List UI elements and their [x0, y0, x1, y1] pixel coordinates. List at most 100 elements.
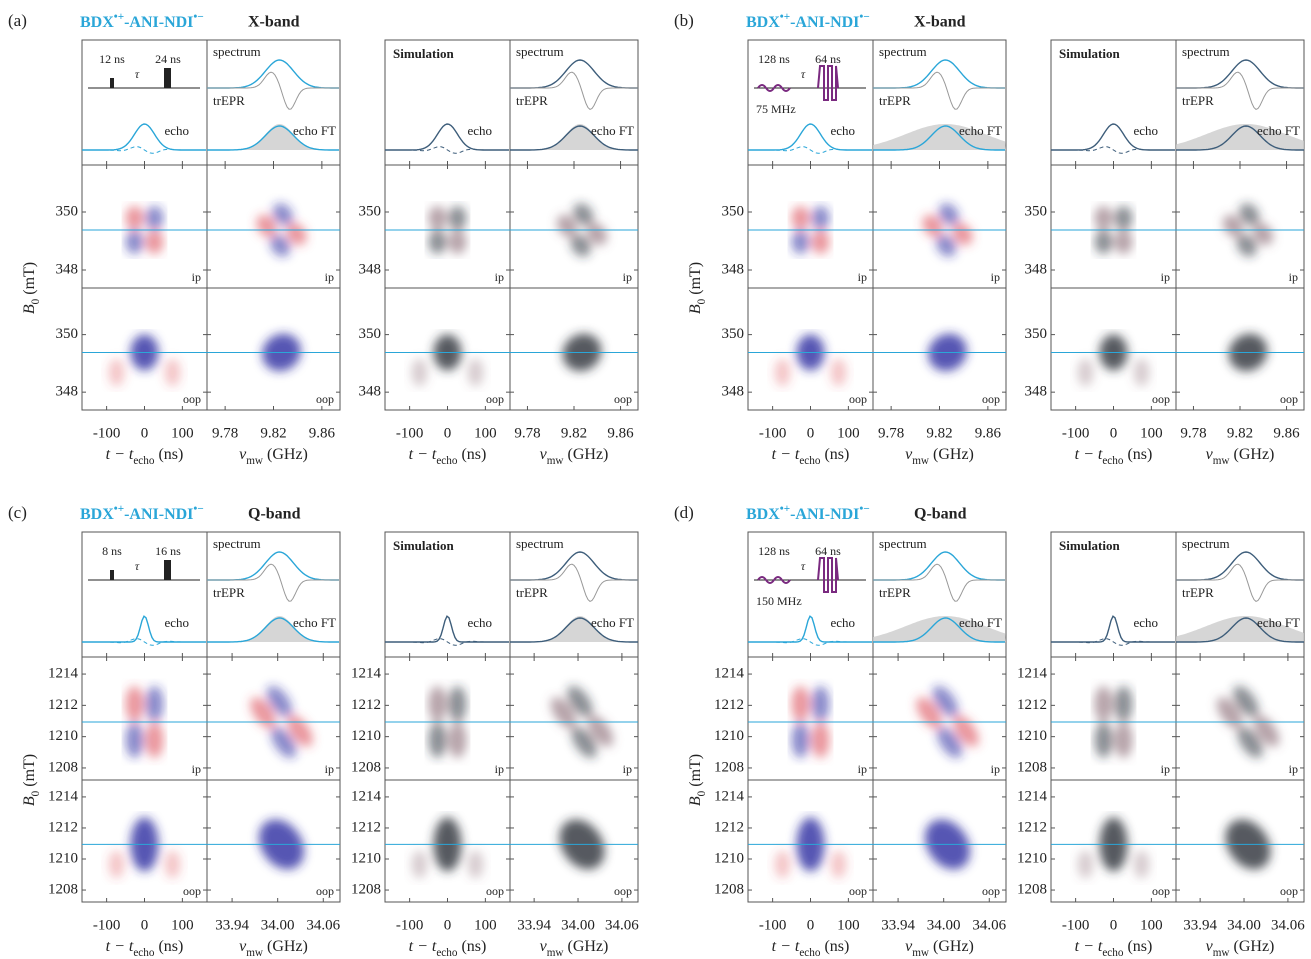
map-label: oop	[1152, 884, 1170, 898]
x-tick-label: 0	[141, 917, 149, 933]
field-axis-label: B0 (mT)	[21, 262, 42, 314]
trepr-trace	[1176, 71, 1304, 110]
y-tick-label: 1208	[351, 881, 381, 897]
trace-label: echo FT	[293, 615, 336, 630]
sample-name-part: •+	[114, 503, 124, 515]
y-tick-label: 350	[1025, 326, 1048, 342]
cell-frame	[384, 656, 511, 781]
freq-axis-label-part: (GHz)	[564, 446, 609, 463]
trace-label: trEPR	[1182, 93, 1214, 108]
y-tick-label: 350	[359, 326, 382, 342]
time-axis-label: t − techo (ns)	[106, 446, 184, 467]
sample-name-part: BDX	[80, 506, 114, 523]
map-lobe	[145, 229, 164, 254]
y-tick-label: 1210	[48, 850, 78, 866]
sample-name-part: -ANI-NDI	[124, 506, 193, 523]
x-tick-label: -100	[759, 917, 787, 933]
y-tick-label: 1212	[48, 819, 78, 835]
trace-label: trEPR	[516, 585, 548, 600]
pulse-label: 128 ns	[758, 52, 790, 66]
map-label: oop	[183, 392, 201, 406]
x-tick-label: 9.82	[1227, 425, 1253, 441]
map-lobe	[774, 850, 791, 879]
freq-axis-label-part: ν	[540, 446, 548, 463]
y-tick-label: 1208	[48, 881, 78, 897]
x-tick-label: -100	[1062, 425, 1090, 441]
x-tick-label: 100	[1140, 917, 1163, 933]
freq-axis-label-part: mw	[547, 455, 565, 467]
echo-ft-trace	[873, 617, 1005, 643]
map-label: oop	[316, 392, 334, 406]
sample-name-part: BDX	[746, 14, 780, 31]
time-axis-label-part: (ns)	[457, 446, 486, 463]
time-axis-label-part: echo	[436, 947, 458, 959]
cell-frame	[1175, 779, 1305, 903]
sample-name: BDX•+-ANI-NDI•−	[746, 11, 870, 31]
x-tick-label: 34.00	[261, 917, 295, 933]
map-lobe	[145, 205, 164, 230]
map-lobe	[830, 358, 847, 387]
x-tick-label: -100	[759, 425, 787, 441]
x-tick-label: 100	[171, 917, 194, 933]
map-label: ip	[1161, 762, 1170, 776]
field-axis-label: B0 (mT)	[687, 754, 708, 806]
trace-label: echo FT	[959, 123, 1002, 138]
x-tick-label: 0	[807, 917, 815, 933]
map-lobe	[125, 685, 144, 722]
time-axis-label: t − techo (ns)	[1075, 446, 1153, 467]
simulation-label: Simulation	[1059, 538, 1120, 553]
x-tick-label: 0	[1110, 425, 1118, 441]
freq-axis-label: νmw (GHz)	[540, 938, 609, 959]
map-lobe	[1094, 721, 1113, 758]
freq-axis-label: νmw (GHz)	[1206, 446, 1275, 467]
trace-label: echo	[831, 123, 856, 138]
map-label: ip	[623, 270, 632, 284]
y-tick-label: 350	[722, 203, 745, 219]
panel-label: (c)	[8, 503, 27, 522]
sample-name-part: BDX	[746, 506, 780, 523]
map-lobe	[125, 721, 144, 758]
field-axis-label-part: 0	[696, 298, 708, 304]
cell-frame	[747, 656, 874, 781]
freq-axis-label-part: mw	[547, 947, 565, 959]
time-axis-label: t − techo (ns)	[772, 938, 850, 959]
trace-label: spectrum	[879, 536, 927, 551]
map	[411, 817, 484, 879]
y-tick-label: 1212	[714, 697, 744, 713]
map-lobe	[411, 358, 428, 387]
simulation-label: Simulation	[393, 46, 454, 61]
time-axis-label: t − techo (ns)	[106, 938, 184, 959]
time-axis-label-part: (ns)	[154, 446, 183, 463]
sample-name: BDX•+-ANI-NDI•−	[80, 503, 204, 523]
y-tick-label: 1210	[351, 850, 381, 866]
time-axis-label-part: t − t	[772, 446, 800, 463]
x-tick-label: 100	[171, 425, 194, 441]
cell-frame	[509, 779, 639, 903]
map-lobe	[791, 229, 810, 254]
map-label: oop	[486, 392, 504, 406]
field-axis-label: B0 (mT)	[687, 262, 708, 314]
map-label: ip	[858, 762, 867, 776]
y-tick-label: 1208	[1017, 881, 1047, 897]
echo-ft-trace	[1176, 617, 1304, 643]
trace-label: echo	[165, 123, 190, 138]
freq-axis-label-part: (GHz)	[1230, 938, 1275, 955]
pulse	[757, 576, 791, 584]
time-axis-label: t − techo (ns)	[772, 446, 850, 467]
map-lobe	[250, 697, 276, 729]
cell-frame	[872, 779, 1007, 903]
trepr-trace	[873, 71, 1005, 110]
map-label: ip	[991, 762, 1000, 776]
freq-axis-label-part: ν	[1206, 446, 1214, 463]
trace-label: echo FT	[1257, 123, 1300, 138]
pulse-label: 24 ns	[155, 52, 181, 66]
cell-frame	[747, 164, 874, 289]
field-axis-label-part: (mT)	[21, 262, 38, 299]
cell-frame	[81, 164, 208, 289]
sample-name-part: •+	[780, 11, 790, 23]
trace-label: spectrum	[213, 44, 261, 59]
panel-label: (d)	[674, 503, 694, 522]
band-label: Q-band	[914, 506, 967, 523]
freq-axis-label-part: ν	[905, 938, 913, 955]
y-tick-label: 1208	[351, 759, 381, 775]
